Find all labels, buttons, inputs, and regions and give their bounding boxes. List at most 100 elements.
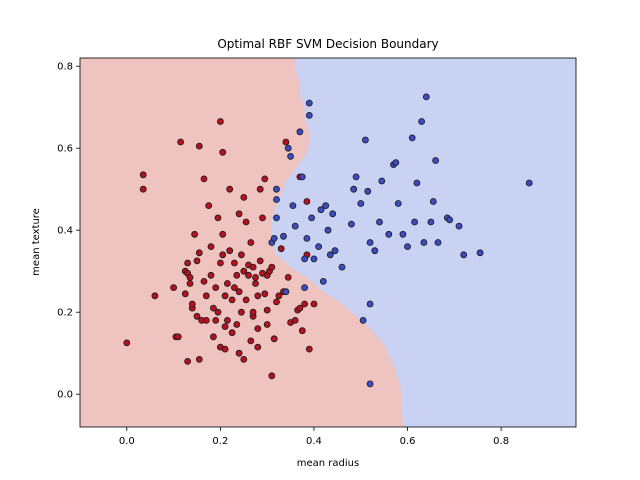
point-blue-34 — [361, 136, 369, 144]
point-red-22 — [195, 249, 203, 257]
y-axis: 0.0 0.2 0.4 0.6 0.8 — [57, 62, 80, 401]
point-red-18 — [193, 312, 201, 320]
y-tick-label-1: 0.2 — [57, 308, 73, 319]
point-blue-14 — [301, 255, 309, 263]
point-red-74 — [252, 273, 259, 281]
point-red-55 — [233, 321, 241, 328]
point-blue-53 — [422, 93, 430, 101]
x-tick-label-1: 0.2 — [212, 436, 228, 447]
point-red-7 — [177, 138, 185, 146]
point-red-0 — [123, 339, 131, 347]
point-red-38 — [216, 259, 224, 267]
point-red-25 — [200, 277, 208, 285]
point-blue-27 — [331, 247, 339, 255]
point-red-6 — [174, 333, 182, 341]
point-blue-20 — [315, 243, 323, 251]
point-blue-16 — [305, 112, 313, 119]
point-blue-38 — [366, 239, 374, 246]
point-red-50 — [228, 329, 236, 337]
point-red-72 — [249, 263, 257, 271]
point-red-51 — [228, 296, 236, 304]
point-red-13 — [186, 280, 194, 287]
point-red-11 — [184, 357, 192, 365]
x-axis-label: mean radius — [297, 458, 359, 469]
point-blue-59 — [446, 216, 454, 224]
point-red-28 — [205, 202, 213, 210]
point-blue-48 — [408, 134, 416, 142]
point-blue-30 — [350, 185, 358, 193]
point-red-29 — [207, 271, 215, 279]
point-red-4 — [170, 284, 178, 292]
point-red-14 — [186, 273, 194, 281]
point-red-78 — [256, 185, 264, 193]
point-red-45 — [221, 292, 229, 300]
point-red-84 — [263, 321, 271, 328]
point-red-31 — [209, 333, 217, 341]
point-blue-49 — [411, 218, 419, 226]
point-red-52 — [230, 284, 238, 292]
point-red-57 — [235, 210, 243, 218]
point-red-77 — [254, 325, 262, 333]
point-red-62 — [240, 267, 248, 275]
point-blue-57 — [434, 239, 442, 246]
point-blue-11 — [296, 128, 304, 136]
x-tick-label-3: 0.6 — [400, 436, 416, 447]
point-red-1 — [139, 171, 147, 179]
point-red-32 — [209, 304, 217, 312]
point-blue-4 — [273, 214, 280, 222]
x-tick-label-2: 0.4 — [306, 436, 322, 447]
point-blue-2 — [273, 185, 280, 193]
data-points — [123, 93, 533, 388]
point-red-85 — [263, 306, 271, 314]
point-red-19 — [193, 257, 201, 265]
point-red-68 — [247, 239, 255, 246]
point-blue-29 — [347, 220, 355, 228]
x-tick-label-4: 0.8 — [493, 436, 509, 447]
point-red-47 — [223, 316, 231, 324]
point-blue-24 — [324, 226, 332, 234]
point-blue-1 — [270, 234, 278, 242]
chart-title: Optimal RBF SVM Decision Boundary — [217, 37, 438, 51]
point-blue-25 — [326, 251, 334, 259]
point-blue-7 — [284, 144, 292, 152]
point-blue-39 — [371, 247, 379, 255]
point-blue-15 — [303, 234, 311, 242]
point-blue-6 — [282, 288, 290, 296]
point-blue-42 — [385, 230, 393, 238]
point-red-59 — [237, 308, 245, 316]
point-blue-28 — [338, 263, 346, 271]
point-red-42 — [219, 230, 227, 238]
point-blue-19 — [310, 255, 318, 263]
point-blue-55 — [429, 198, 437, 205]
point-blue-54 — [427, 218, 435, 226]
y-axis-label: mean texture — [31, 208, 42, 276]
point-blue-36 — [366, 300, 374, 308]
point-red-21 — [195, 142, 203, 150]
point-blue-46 — [399, 230, 407, 238]
point-blue-61 — [460, 251, 468, 259]
point-red-73 — [252, 280, 259, 287]
point-red-90 — [270, 335, 278, 343]
point-blue-5 — [280, 232, 287, 240]
point-red-17 — [191, 230, 199, 238]
point-red-81 — [259, 214, 266, 222]
point-red-79 — [256, 257, 264, 265]
point-blue-50 — [413, 179, 421, 187]
y-tick-label-0: 0.0 — [57, 390, 73, 401]
point-red-101 — [296, 304, 304, 312]
point-red-43 — [221, 345, 229, 353]
point-blue-10 — [291, 222, 299, 230]
point-blue-32 — [357, 200, 365, 207]
point-blue-18 — [308, 214, 316, 222]
point-blue-3 — [273, 196, 280, 203]
point-red-41 — [219, 148, 227, 156]
point-red-82 — [261, 175, 269, 183]
point-red-30 — [207, 243, 215, 251]
point-blue-44 — [392, 159, 400, 167]
point-red-91 — [273, 298, 280, 306]
point-red-48 — [226, 247, 234, 255]
point-red-76 — [254, 343, 262, 351]
point-red-69 — [247, 337, 255, 345]
point-red-26 — [202, 316, 210, 324]
